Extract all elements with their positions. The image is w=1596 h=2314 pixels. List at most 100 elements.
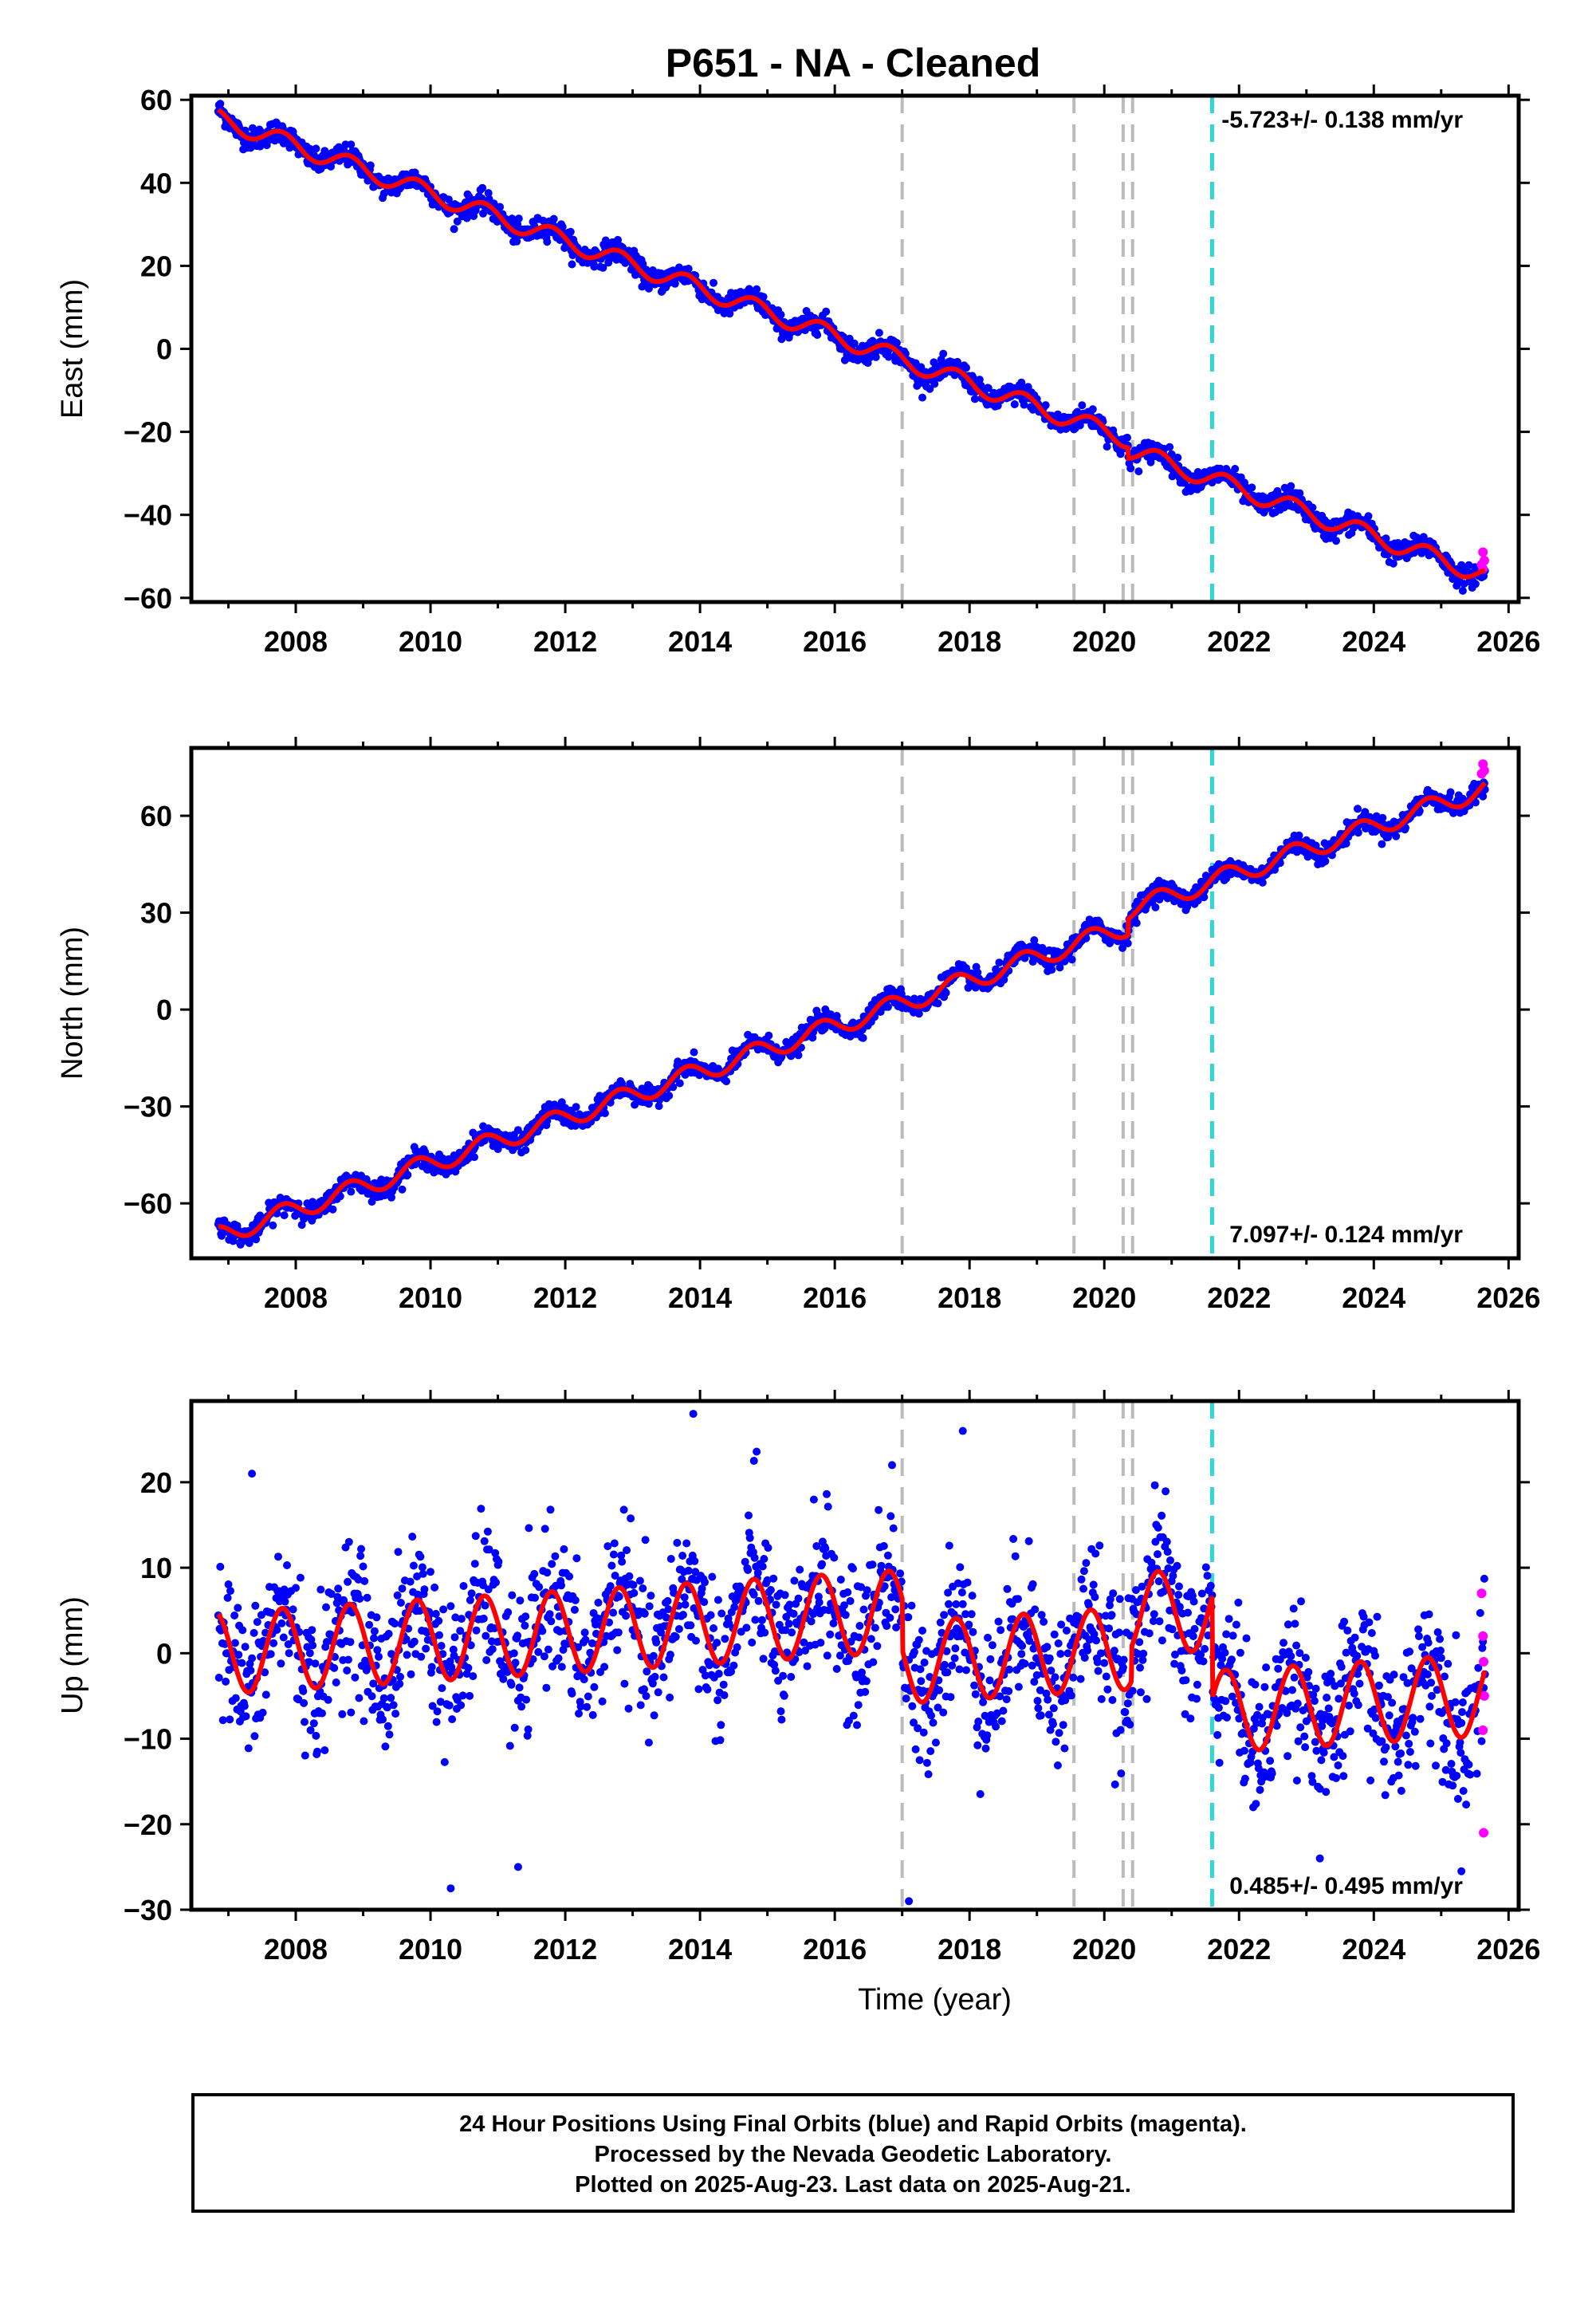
rapid-orbit-point <box>1478 547 1488 557</box>
data-point <box>396 1599 405 1607</box>
data-point <box>434 1616 443 1625</box>
data-point <box>433 1707 442 1716</box>
data-point <box>510 1723 519 1732</box>
data-point <box>1382 534 1390 543</box>
data-point <box>459 1582 468 1590</box>
data-point <box>521 1146 530 1155</box>
data-point <box>292 1584 300 1592</box>
data-point <box>675 1079 684 1088</box>
data-point <box>757 1615 766 1624</box>
data-point <box>790 1576 799 1585</box>
data-point <box>875 329 883 337</box>
data-point <box>230 1612 239 1619</box>
data-point <box>764 1544 772 1553</box>
data-point <box>843 1588 852 1596</box>
data-point <box>867 1635 875 1643</box>
data-point <box>261 1690 270 1699</box>
data-point <box>779 1671 788 1680</box>
x-tick-label: 2020 <box>1072 1281 1136 1314</box>
data-point <box>1020 400 1028 409</box>
data-point <box>379 1715 387 1724</box>
data-point <box>499 1675 508 1683</box>
data-point <box>580 1675 588 1684</box>
data-point <box>619 1505 628 1514</box>
data-point <box>818 1560 827 1568</box>
data-point <box>357 1545 365 1553</box>
data-point <box>430 1583 439 1592</box>
data-point <box>545 1610 554 1619</box>
data-point <box>692 1636 700 1645</box>
y-tick-label: 60 <box>140 84 172 116</box>
data-point <box>863 1586 871 1595</box>
data-point <box>713 1596 722 1604</box>
data-point <box>336 1192 344 1201</box>
data-point <box>758 1562 767 1571</box>
data-point <box>368 1198 376 1206</box>
data-point <box>453 217 462 226</box>
data-point <box>610 1539 619 1548</box>
data-point <box>422 1644 430 1653</box>
y-tick-label: 40 <box>140 167 172 199</box>
data-point <box>370 1634 378 1643</box>
data-point <box>703 1685 712 1694</box>
data-point <box>344 1537 353 1546</box>
data-point <box>663 1596 672 1605</box>
x-tick-label: 2012 <box>533 625 597 658</box>
y-tick-label: −30 <box>124 1091 172 1124</box>
data-point <box>320 147 329 155</box>
data-point <box>686 1621 695 1630</box>
data-point <box>1354 805 1362 813</box>
data-point <box>623 1546 631 1555</box>
data-point <box>1103 443 1111 451</box>
data-point <box>410 1637 419 1646</box>
data-point <box>389 1701 398 1710</box>
data-point <box>522 1695 531 1704</box>
data-point <box>467 1589 476 1598</box>
data-point <box>365 1620 374 1629</box>
data-point <box>343 1667 352 1675</box>
data-point <box>583 1702 592 1711</box>
data-point <box>546 1505 555 1514</box>
data-point <box>714 1670 723 1678</box>
data-point <box>387 1193 395 1202</box>
data-point <box>681 1600 690 1609</box>
data-point <box>324 1695 332 1704</box>
data-point <box>427 1663 436 1671</box>
data-point <box>1378 840 1386 848</box>
data-point <box>289 1605 297 1614</box>
data-point <box>395 1679 404 1688</box>
data-point <box>347 1708 356 1717</box>
data-point <box>609 1550 618 1559</box>
data-point <box>750 1553 759 1562</box>
data-point <box>777 1715 786 1724</box>
data-point <box>381 1742 390 1751</box>
data-point <box>618 1557 627 1566</box>
data-point <box>721 1635 729 1643</box>
data-point <box>745 1511 753 1520</box>
data-point <box>962 364 970 372</box>
data-point <box>803 1662 812 1671</box>
data-point <box>868 1560 877 1569</box>
data-point <box>671 1632 680 1641</box>
data-point <box>815 1598 824 1607</box>
x-tick-label: 2014 <box>668 1281 732 1314</box>
data-point <box>396 1672 404 1681</box>
data-point <box>1287 482 1295 490</box>
data-point <box>754 1596 763 1605</box>
data-point <box>541 1525 549 1533</box>
data-point <box>557 1663 566 1671</box>
data-point <box>886 1613 894 1622</box>
data-point <box>984 384 993 392</box>
data-point <box>517 1702 526 1711</box>
data-point <box>238 1659 246 1667</box>
data-point <box>542 1683 551 1692</box>
data-point <box>883 1551 892 1560</box>
data-point <box>479 209 487 218</box>
data-point <box>548 1560 556 1568</box>
data-point <box>665 1092 674 1100</box>
y-tick-label: 30 <box>140 897 172 930</box>
data-point <box>684 1566 693 1575</box>
data-point <box>318 1709 326 1718</box>
data-point <box>330 1663 339 1672</box>
data-point <box>794 1051 803 1060</box>
